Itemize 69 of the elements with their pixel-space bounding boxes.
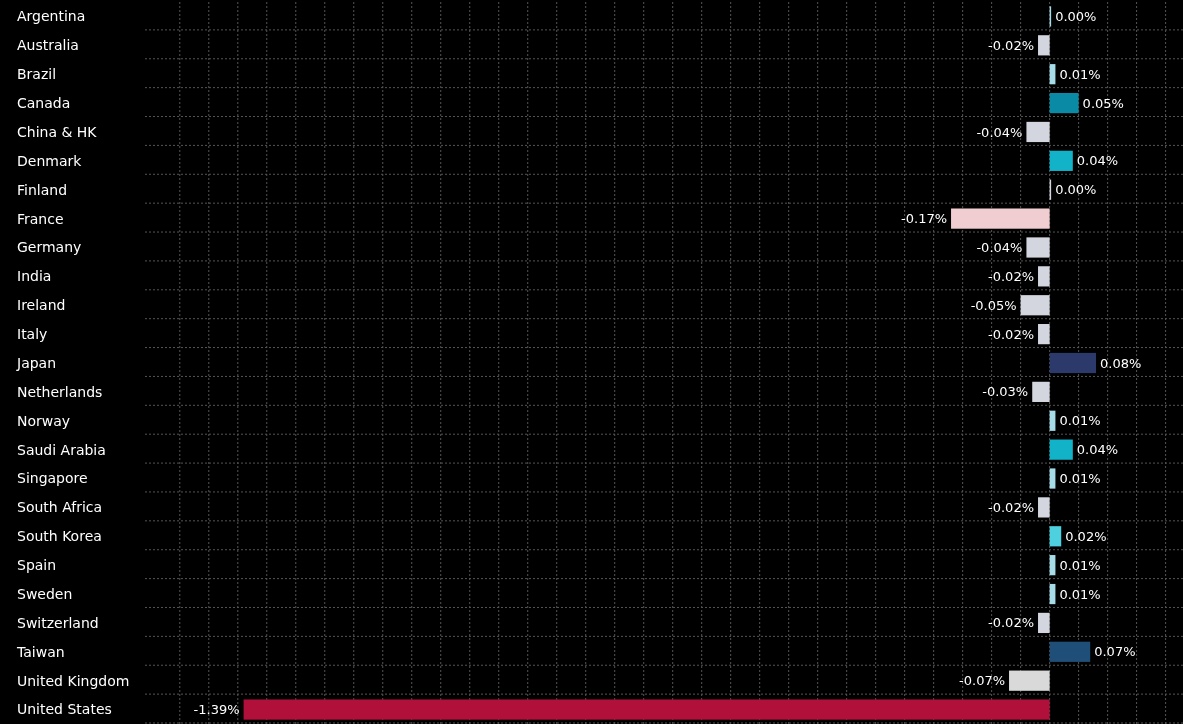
data-label: -0.02% bbox=[988, 615, 1035, 631]
y-tick-label: China & HK bbox=[17, 123, 98, 140]
data-label: 0.00% bbox=[1055, 182, 1097, 198]
bar bbox=[1049, 352, 1097, 374]
data-label: -0.05% bbox=[970, 297, 1017, 313]
y-tick-label: India bbox=[17, 268, 52, 285]
y-tick-label: France bbox=[17, 210, 64, 227]
y-tick-label: Japan bbox=[16, 354, 57, 371]
data-label: 0.01% bbox=[1059, 471, 1101, 487]
y-tick-label: Argentina bbox=[17, 8, 86, 25]
data-label: -1.39% bbox=[193, 702, 240, 718]
y-tick-label: Australia bbox=[17, 37, 79, 54]
y-tick-label: Taiwan bbox=[16, 643, 65, 660]
data-label: -0.02% bbox=[988, 326, 1035, 342]
bar bbox=[1032, 381, 1050, 402]
y-tick-label: United Kingdom bbox=[17, 672, 130, 689]
y-tick-label: South Africa bbox=[17, 499, 103, 516]
data-label: -0.04% bbox=[976, 124, 1023, 140]
data-label: 0.01% bbox=[1059, 586, 1101, 602]
data-label: 0.04% bbox=[1076, 442, 1119, 458]
bar bbox=[1049, 150, 1073, 171]
data-label: 0.02% bbox=[1065, 528, 1107, 544]
y-tick-label: South Korea bbox=[17, 528, 102, 545]
y-tick-label: Denmark bbox=[17, 152, 83, 169]
bar bbox=[1026, 121, 1050, 143]
bar bbox=[1009, 670, 1050, 691]
y-tick-label: Spain bbox=[17, 557, 57, 574]
bar bbox=[1038, 612, 1050, 634]
bar bbox=[1049, 92, 1079, 114]
bar bbox=[1038, 324, 1050, 345]
bar bbox=[1049, 468, 1056, 489]
bar bbox=[951, 208, 1050, 229]
y-tick-label: Ireland bbox=[17, 297, 66, 314]
bar bbox=[1049, 526, 1062, 547]
data-label: -0.07% bbox=[959, 673, 1006, 689]
data-label: -0.17% bbox=[901, 211, 948, 227]
y-tick-label: Switzerland bbox=[17, 614, 99, 631]
bar bbox=[1026, 237, 1050, 258]
y-tick-label: Singapore bbox=[17, 470, 88, 487]
data-label: -0.04% bbox=[976, 240, 1023, 256]
data-label: -0.02% bbox=[988, 499, 1035, 515]
data-label: 0.04% bbox=[1076, 153, 1119, 169]
bar bbox=[243, 699, 1050, 720]
bar bbox=[1038, 35, 1050, 56]
y-tick-label: Sweden bbox=[17, 585, 73, 602]
data-label: 0.08% bbox=[1100, 355, 1142, 371]
y-tick-label: United States bbox=[17, 701, 112, 718]
y-tick-label: Germany bbox=[17, 239, 82, 256]
data-label: -0.02% bbox=[988, 268, 1035, 284]
y-tick-label: Brazil bbox=[17, 66, 57, 83]
bar bbox=[1049, 439, 1073, 460]
y-tick-label: Saudi Arabia bbox=[17, 441, 106, 458]
data-label: 0.07% bbox=[1094, 644, 1136, 660]
data-label: 0.01% bbox=[1059, 66, 1101, 82]
y-tick-label: Netherlands bbox=[17, 383, 103, 400]
data-label: 0.01% bbox=[1059, 557, 1101, 573]
data-label: 0.01% bbox=[1059, 413, 1101, 429]
bar bbox=[1038, 266, 1050, 287]
y-tick-label: Italy bbox=[17, 326, 48, 343]
y-tick-label: Finland bbox=[17, 181, 68, 198]
y-tick-label: Norway bbox=[17, 412, 71, 429]
y-tick-label: Canada bbox=[17, 94, 71, 111]
data-label: 0.05% bbox=[1082, 95, 1124, 111]
bar bbox=[1038, 497, 1050, 518]
data-label: 0.00% bbox=[1055, 8, 1097, 24]
data-label: -0.02% bbox=[988, 37, 1035, 53]
bar bbox=[1020, 295, 1050, 316]
data-label: -0.03% bbox=[982, 384, 1029, 400]
bar bbox=[1049, 641, 1091, 662]
